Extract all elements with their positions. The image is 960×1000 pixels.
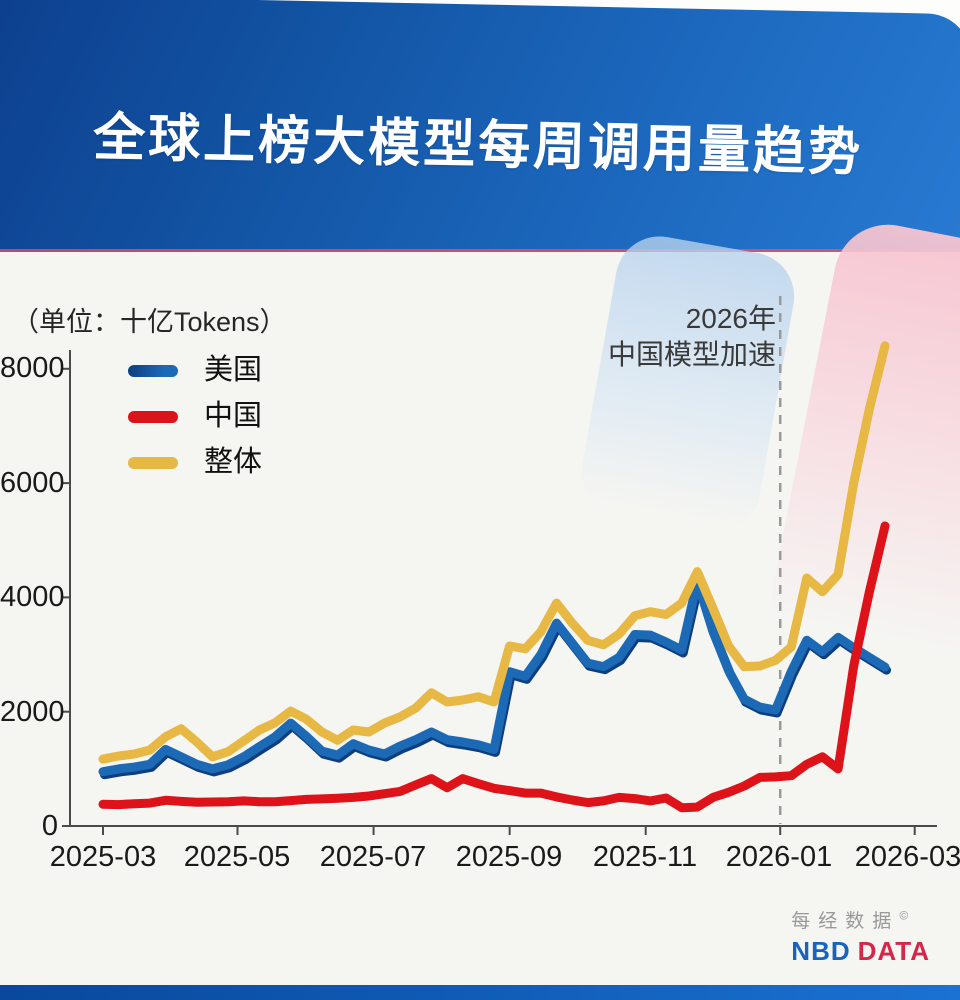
legend-label-us: 美国: [204, 354, 263, 386]
copyright-icon: ©: [899, 908, 909, 923]
x-tick-label-2025-03: 2025-03: [49, 841, 157, 873]
x-tick-label-2025-05: 2025-05: [183, 841, 291, 873]
y-tick-label-0: 0: [41, 810, 58, 842]
x-tick-label-2025-11: 2025-11: [592, 841, 698, 873]
x-tick-label-2026-03: 2026-03: [854, 841, 960, 873]
legend-item-us: 美国: [128, 355, 262, 386]
x-tick-label-2025-07: 2025-07: [319, 841, 427, 873]
legend-swatch-overall: [128, 456, 178, 469]
legend-item-overall: 整体: [128, 447, 262, 478]
brand-cn-text: 每经数据: [791, 911, 900, 932]
x-tick-label-2026-01: 2026-01: [725, 841, 833, 873]
legend-item-china: 中国: [128, 401, 262, 432]
annotation-line2: 中国模型加速: [607, 339, 776, 370]
brand-nbd-text: NBD: [791, 936, 851, 966]
series-line-overall: [98, 341, 890, 764]
legend-swatch-china: [128, 410, 178, 423]
header-divider-line: [0, 249, 960, 252]
y-tick-label-6000: 6000: [0, 467, 65, 499]
chart-legend: 美国 中国 整体: [128, 355, 262, 478]
header-banner-area: 全球上榜大模型每周调用量趋势: [0, 0, 960, 249]
axis-unit-label: （单位：十亿Tokens）: [12, 307, 287, 337]
y-tick-label-2000: 2000: [0, 696, 65, 728]
bottom-accent-bar: [0, 985, 960, 1000]
series-line-china: [98, 521, 890, 813]
nbd-data-logo: 每经数据© NBD DATA: [791, 906, 930, 967]
legend-swatch-us: [128, 364, 178, 377]
legend-label-china: 中国: [204, 400, 263, 432]
legend-label-overall: 整体: [204, 446, 263, 478]
series-line-us: [98, 576, 890, 777]
brand-data-text: DATA: [857, 936, 930, 966]
y-tick-label-4000: 4000: [0, 581, 65, 613]
chart-annotation: 2026年 中国模型加速: [608, 301, 776, 373]
x-tick-label-2025-09: 2025-09: [455, 841, 563, 873]
annotation-line1: 2026年: [685, 303, 776, 334]
y-tick-label-8000: 8000: [0, 352, 65, 384]
brand-chinese-name: 每经数据©: [791, 906, 930, 933]
brand-english-name: NBD DATA: [791, 936, 930, 967]
